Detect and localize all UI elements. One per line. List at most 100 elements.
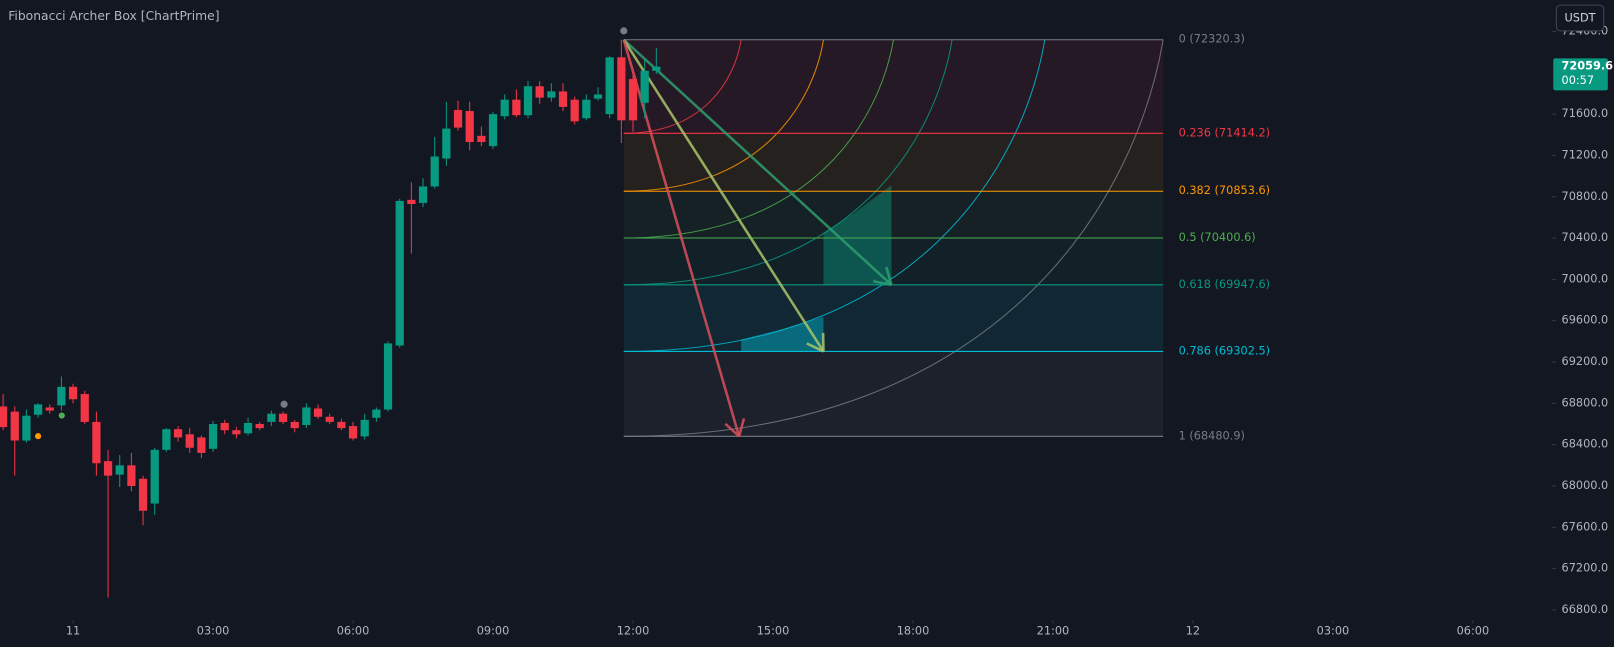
overlay: 66800.0 67200.0 67600.0 68000.0 68400.0 68800… bbox=[66, 25, 1613, 638]
candle-body bbox=[652, 66, 661, 71]
x-tick-label: 11 bbox=[66, 625, 80, 638]
candle-body bbox=[255, 424, 264, 429]
arrow-head bbox=[737, 418, 746, 437]
fib-level-label: 0.5 (70400.6) bbox=[1179, 231, 1256, 244]
last-price-label: 72059.6 bbox=[1562, 60, 1614, 73]
candle-body bbox=[617, 57, 626, 121]
candle-body bbox=[232, 430, 241, 435]
candle-body bbox=[185, 434, 194, 448]
x-tick-label: 12:00 bbox=[617, 625, 650, 638]
fib-level-label: 0.236 (71414.2) bbox=[1179, 126, 1271, 139]
candle-body bbox=[290, 421, 299, 429]
signal-dot bbox=[280, 400, 288, 408]
currency-label: USDT bbox=[1565, 12, 1596, 25]
y-tick-label: 69200.0 bbox=[1562, 355, 1609, 368]
archer-curve bbox=[623, 39, 1164, 437]
candle-body bbox=[465, 111, 474, 143]
candle-body bbox=[162, 429, 171, 450]
candle-body bbox=[127, 465, 136, 486]
candle-body bbox=[220, 422, 229, 431]
candle-body bbox=[10, 411, 19, 441]
candle-body bbox=[302, 407, 311, 426]
fib-level-label: 1 (68480.9) bbox=[1179, 429, 1245, 442]
candle-body bbox=[558, 91, 568, 107]
candle-body bbox=[197, 437, 206, 453]
y-tick-label: 68400.0 bbox=[1562, 438, 1609, 451]
archer-curve bbox=[623, 39, 894, 239]
candle-body bbox=[383, 343, 393, 410]
archer-zone bbox=[741, 316, 824, 352]
candle-body bbox=[593, 94, 603, 99]
candle-body bbox=[150, 449, 159, 504]
candle-body bbox=[80, 394, 89, 422]
candle-body bbox=[640, 70, 649, 103]
candle-body bbox=[523, 86, 533, 116]
fib-level-label: 0.382 (70853.6) bbox=[1179, 184, 1271, 197]
x-tick-label: 03:00 bbox=[197, 625, 230, 638]
candle-body bbox=[325, 416, 334, 422]
arrow bbox=[622, 38, 893, 286]
candle-body bbox=[0, 406, 8, 428]
candle-body bbox=[68, 386, 78, 400]
candle-body bbox=[488, 114, 498, 147]
fib-band bbox=[623, 133, 1164, 192]
currency-button[interactable] bbox=[1555, 4, 1605, 32]
candle-body bbox=[512, 99, 521, 116]
candle-body bbox=[267, 413, 276, 422]
candle-body bbox=[348, 426, 358, 439]
x-tick-label: 15:00 bbox=[757, 625, 790, 638]
fib-band bbox=[623, 284, 1164, 352]
arrow-head bbox=[724, 422, 740, 438]
y-tick-label: 68000.0 bbox=[1562, 479, 1609, 492]
candle-body bbox=[138, 478, 148, 511]
y-tick-label: 67200.0 bbox=[1562, 562, 1609, 575]
candle-body bbox=[605, 57, 614, 115]
arrow bbox=[622, 39, 741, 437]
y-tick-label: 71200.0 bbox=[1562, 148, 1609, 161]
y-tick-label: 70800.0 bbox=[1562, 190, 1609, 203]
y-tick-label: 67600.0 bbox=[1562, 520, 1609, 533]
fib-band bbox=[623, 351, 1164, 437]
archer-curve bbox=[623, 39, 824, 192]
candle-body bbox=[628, 79, 638, 121]
candle-body bbox=[208, 424, 218, 449]
candle-body bbox=[453, 110, 463, 128]
x-tick-label: 18:00 bbox=[897, 625, 930, 638]
candle-body bbox=[337, 421, 346, 429]
fib-level-label: 0.786 (69302.5) bbox=[1179, 344, 1271, 357]
candle-body bbox=[477, 135, 486, 143]
archer-zone bbox=[823, 185, 892, 285]
y-tick-label: 70000.0 bbox=[1562, 272, 1609, 285]
candle-body bbox=[547, 91, 556, 98]
y-tick-label: 66800.0 bbox=[1562, 603, 1609, 616]
x-tick-label: 12 bbox=[1186, 625, 1200, 638]
candle-body bbox=[395, 200, 404, 346]
signal-dot bbox=[34, 433, 42, 440]
y-tick-label: 68800.0 bbox=[1562, 396, 1609, 409]
fib-level-label: 0.618 (69947.6) bbox=[1179, 278, 1271, 291]
candle-body bbox=[582, 99, 591, 119]
x-tick-label: 09:00 bbox=[477, 625, 510, 638]
y-tick-label: 70400.0 bbox=[1562, 231, 1609, 244]
archer-curve bbox=[623, 39, 1046, 352]
fib-band bbox=[623, 191, 1164, 239]
y-tick-label: 71600.0 bbox=[1562, 107, 1609, 120]
countdown-label: 00:57 bbox=[1562, 74, 1595, 87]
candle-body bbox=[92, 421, 101, 464]
candle-body bbox=[33, 404, 43, 415]
candle-body bbox=[278, 413, 288, 422]
candle-body bbox=[173, 429, 183, 438]
candle-body bbox=[45, 407, 54, 411]
candle-body bbox=[115, 465, 124, 475]
fib-band bbox=[623, 39, 1164, 134]
candle-body bbox=[103, 461, 113, 476]
arrow bbox=[622, 39, 825, 353]
candle-body bbox=[22, 415, 31, 441]
x-tick-label: 03:00 bbox=[1317, 625, 1350, 638]
candle-body bbox=[430, 156, 439, 187]
candle-body bbox=[442, 128, 451, 159]
signal-dot bbox=[620, 27, 628, 35]
arrow-head bbox=[885, 266, 893, 286]
x-tick-label: 06:00 bbox=[1457, 625, 1490, 638]
